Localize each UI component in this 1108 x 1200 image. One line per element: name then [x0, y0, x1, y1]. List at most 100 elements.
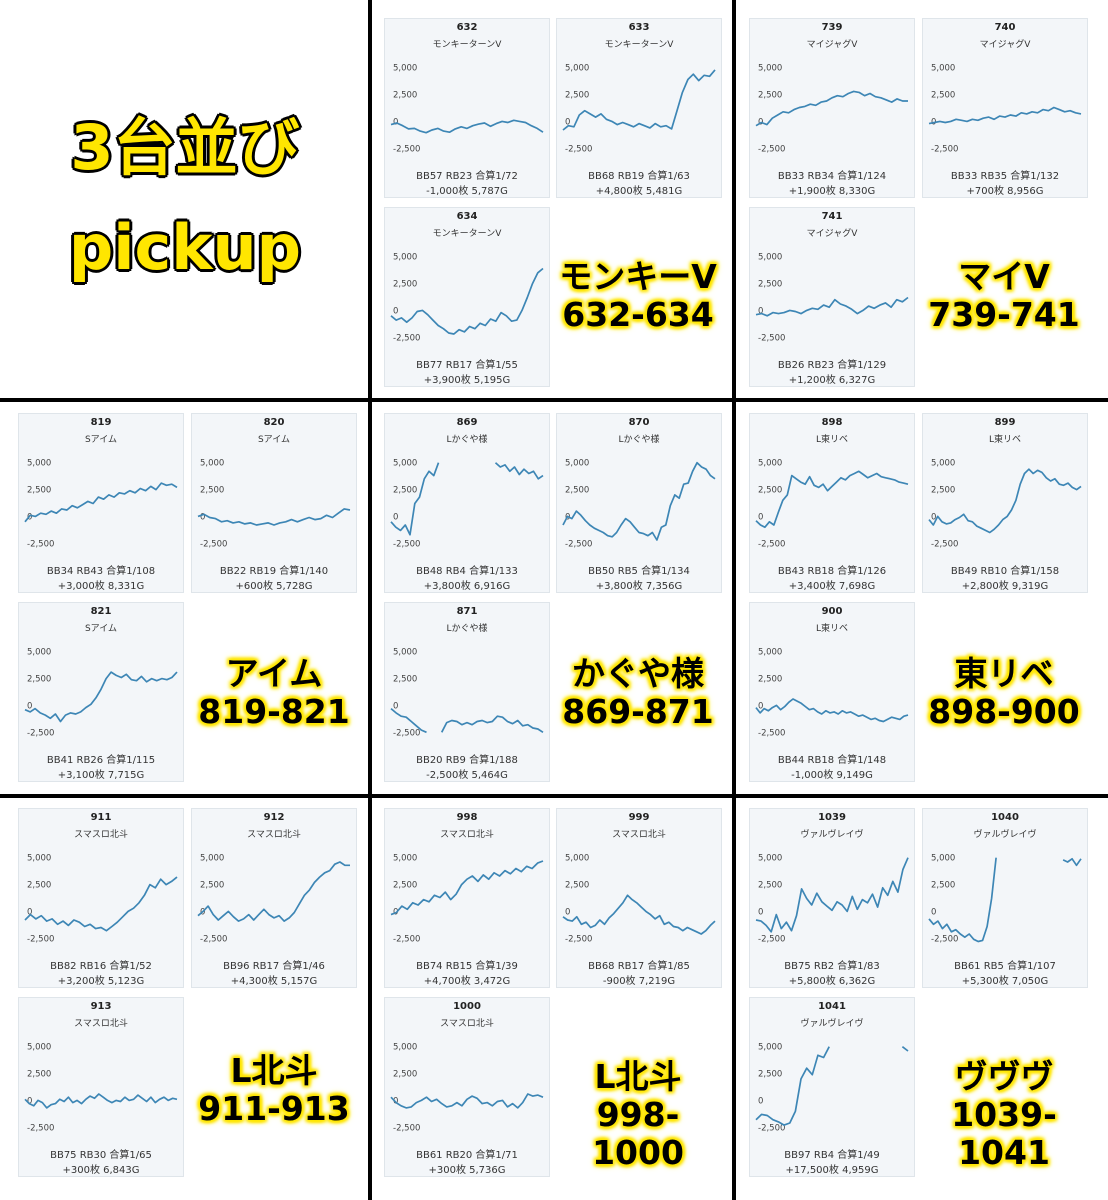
group-label: L北斗 998-1000	[552, 1058, 724, 1172]
y-tick-label: -2,500	[27, 728, 54, 738]
machine-name: Sアイム	[257, 435, 291, 445]
result-stats: +3,000枚 8,331G	[57, 581, 145, 592]
y-tick-label: 0	[758, 306, 763, 316]
y-tick-label: 2,500	[27, 1070, 51, 1080]
y-tick-label: 5,000	[393, 64, 417, 74]
y-tick-label: 2,500	[565, 91, 589, 101]
machine-name: マイジャグV	[806, 40, 858, 50]
result-stats: +2,800枚 9,319G	[961, 581, 1049, 592]
y-tick-label: 5,000	[931, 854, 955, 864]
y-tick-label: 2,500	[758, 1070, 782, 1080]
bonus-stats: BB22 RB19 合算1/140	[219, 566, 329, 577]
chart-card: 634 モンキーターンV 5,000 2,500 0 -2,500 BB77 RB17 合算…	[384, 207, 550, 387]
machine-number: 1000	[453, 1001, 481, 1012]
divider-horizontal-2	[0, 794, 1108, 798]
bonus-stats: BB50 RB5 合算1/134	[588, 566, 690, 577]
y-tick-label: 0	[393, 512, 398, 522]
bonus-stats: BB68 RB17 合算1/85	[588, 961, 690, 972]
series-line	[390, 860, 544, 916]
group-range: 898-900	[928, 692, 1080, 731]
y-tick-label: 5,000	[27, 648, 51, 658]
machine-number: 1040	[991, 812, 1019, 823]
y-tick-label: 2,500	[758, 486, 782, 496]
y-tick-label: 2,500	[931, 881, 955, 891]
group-label: ヴヴヴ 1039-1041	[918, 1058, 1090, 1172]
y-tick-label: 2,500	[758, 881, 782, 891]
chart-card: 870 Lかぐや様 5,000 2,500 0 -2,500 BB50 RB5 合算1/13…	[556, 413, 722, 593]
series-line	[197, 861, 350, 922]
machine-name: ヴァルヴレイヴ	[800, 830, 864, 840]
divider-vertical-2	[732, 0, 736, 1200]
chart-card: 632 モンキーターンV 5,000 2,500 0 -2,500 BB57 RB23 合算…	[384, 18, 550, 198]
machine-number: 869	[456, 417, 478, 428]
chart-card: 820 Sアイム 5,000 2,500 0 -2,500 BB22 RB19 合算1/14…	[191, 413, 357, 593]
y-tick-label: 2,500	[27, 486, 51, 496]
y-tick-label: 5,000	[758, 459, 782, 469]
y-tick-label: 0	[27, 1096, 32, 1106]
machine-number: 1041	[818, 1001, 846, 1012]
y-tick-label: 0	[27, 907, 32, 917]
y-tick-label: 2,500	[565, 881, 589, 891]
divider-vertical-1	[368, 0, 372, 1200]
divider-horizontal-1	[0, 398, 1108, 402]
y-tick-label: -2,500	[758, 934, 785, 944]
y-tick-label: 5,000	[931, 64, 955, 74]
machine-number: 913	[90, 1001, 112, 1012]
y-tick-label: 5,000	[758, 64, 782, 74]
group-name: アイム	[225, 654, 323, 693]
machine-number: 632	[456, 22, 478, 33]
chart-card: 1000 スマスロ北斗 5,000 2,500 0 -2,500 BB61 RB20 合算1…	[384, 997, 550, 1177]
y-tick-label: 2,500	[758, 91, 782, 101]
chart-card: 633 モンキーターンV 5,000 2,500 0 -2,500 BB68 RB19 合算…	[556, 18, 722, 198]
machine-name: ヴァルヴレイヴ	[800, 1019, 864, 1029]
y-tick-label: 0	[931, 512, 936, 522]
header-title-line2: pickup	[68, 210, 302, 285]
group-name: L北斗	[230, 1051, 318, 1090]
chart-card: 739 マイジャグV 5,000 2,500 0 -2,500 BB33 RB34 合算1/…	[749, 18, 915, 198]
y-tick-label: 5,000	[200, 459, 224, 469]
group-range: 739-741	[928, 295, 1080, 334]
chart-card: 1039 ヴァルヴレイヴ 5,000 2,500 0 -2,500 BB75 RB2 合算1…	[749, 808, 915, 988]
bonus-stats: BB20 RB9 合算1/188	[416, 755, 518, 766]
series-line	[562, 69, 716, 131]
bonus-stats: BB61 RB5 合算1/107	[954, 961, 1056, 972]
bonus-stats: BB33 RB34 合算1/124	[777, 171, 887, 182]
bonus-stats: BB49 RB10 合算1/158	[950, 566, 1060, 577]
y-tick-label: 2,500	[393, 486, 417, 496]
result-stats: +1,900枚 8,330G	[788, 186, 876, 197]
group-name: 東リベ	[954, 654, 1054, 693]
series-line	[755, 296, 909, 317]
y-tick-label: -2,500	[758, 333, 785, 343]
machine-name: Lかぐや様	[618, 435, 660, 445]
machine-number: 900	[821, 606, 843, 617]
y-tick-label: 5,000	[758, 253, 782, 263]
group-range: 1039-1041	[951, 1095, 1057, 1172]
group-label: マイV 739-741	[918, 258, 1090, 334]
y-tick-label: 0	[27, 701, 32, 711]
chart-card: 869 Lかぐや様 5,000 2,500 0 -2,500 BB48 RB4 合算1/13…	[384, 413, 550, 593]
machine-number: 912	[263, 812, 285, 823]
y-tick-label: -2,500	[931, 144, 958, 154]
y-tick-label: 0	[565, 117, 570, 127]
result-stats: +700枚 8,956G	[966, 186, 1044, 197]
y-tick-label: 5,000	[393, 1043, 417, 1053]
bonus-stats: BB68 RB19 合算1/63	[588, 171, 690, 182]
machine-name: モンキーターンV	[432, 40, 502, 50]
group-range: 819-821	[198, 692, 350, 731]
y-tick-label: 2,500	[200, 881, 224, 891]
y-tick-label: 5,000	[27, 854, 51, 864]
y-tick-label: 5,000	[565, 64, 589, 74]
chart-card: 741 マイジャグV 5,000 2,500 0 -2,500 BB26 RB23 合算1/…	[749, 207, 915, 387]
machine-number: 870	[628, 417, 650, 428]
bonus-stats: BB43 RB18 合算1/126	[777, 566, 887, 577]
machine-name: スマスロ北斗	[440, 1019, 494, 1029]
series-line	[390, 267, 544, 335]
group-name: L北斗	[594, 1057, 682, 1096]
chart-card: 898 L東リベ 5,000 2,500 0 -2,500 BB43 RB18 合算1/12…	[749, 413, 915, 593]
